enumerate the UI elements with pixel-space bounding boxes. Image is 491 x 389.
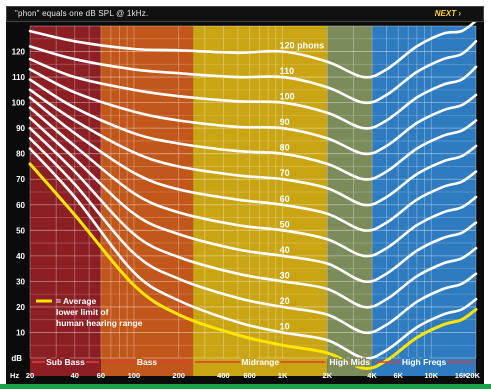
y-tick-label: 40 <box>16 252 25 261</box>
x-tick-label: 100 <box>128 371 141 380</box>
x-tick-label: 16K <box>455 371 469 380</box>
curve-label-110: 110 <box>280 66 295 76</box>
curve-label-30: 30 <box>280 270 290 280</box>
band-high-freqs <box>372 26 476 376</box>
legend-text: lower limit of <box>56 307 109 317</box>
y-tick-label: 90 <box>16 124 25 133</box>
y-tick-label: 110 <box>12 73 25 82</box>
y-tick-label: 70 <box>16 175 25 184</box>
y-axis-unit: dB <box>11 354 22 363</box>
y-tick-label: 20 <box>16 303 25 312</box>
curve-label-40: 40 <box>280 245 290 255</box>
y-tick-label: 30 <box>16 277 25 286</box>
curve-70-phons <box>28 88 478 207</box>
legend-text: = Average <box>56 296 97 306</box>
x-tick-label: 4K <box>367 371 377 380</box>
curve-label-60: 60 <box>280 194 290 204</box>
x-tick-label: 60 <box>97 371 105 380</box>
y-tick-label: 120 <box>12 48 26 57</box>
curve-label-80: 80 <box>280 143 290 153</box>
y-tick-label: 100 <box>12 99 26 108</box>
curve-100-phons <box>28 57 478 130</box>
x-tick-label: 20 <box>26 371 34 380</box>
x-tick-label: 10K <box>424 371 438 380</box>
curve-20-phons <box>28 137 478 335</box>
y-axis-labels: 10 20 30 40 50 60 70 80 90 100 110 120 dB <box>11 48 25 363</box>
phon-definition-caption: "phon" equals one dB SPL @ 1kHz. <box>15 9 149 18</box>
band-label-high-mids: High Mids <box>329 357 370 367</box>
curve-90-phons <box>28 68 478 156</box>
legend-text: human hearing range <box>56 318 143 328</box>
curve-60-phons <box>28 96 478 232</box>
curve-110-phons <box>28 40 478 105</box>
curve-120-phons <box>28 19 478 79</box>
x-tick-label: 2K <box>323 371 333 380</box>
y-tick-label: 60 <box>16 201 25 210</box>
bottom-accent-line <box>0 384 491 389</box>
curve-80-phons <box>28 78 478 181</box>
curve-label-10: 10 <box>280 321 290 331</box>
x-tick-label: 200 <box>172 371 185 380</box>
curve-label-120: 120 phons <box>280 41 325 51</box>
band-label-sub-bass: Sub Bass <box>46 357 85 367</box>
y-tick-label: 10 <box>16 328 25 337</box>
x-tick-label: 6K <box>393 371 403 380</box>
chart-area: 10 20 30 40 50 60 70 80 90 100 110 120 dB 120 phons 1… <box>6 19 484 384</box>
top-bar: "phon" equals one dB SPL @ 1kHz. NEXT › <box>6 6 484 22</box>
x-axis-unit: Hz <box>10 371 19 380</box>
curve-40-phons <box>28 116 478 284</box>
curve-30-phons <box>28 126 478 309</box>
band-label-high-freqs: High Freqs <box>402 357 447 367</box>
x-tick-label: 400 <box>217 371 230 380</box>
hearing-threshold-curve <box>28 162 478 370</box>
curve-10-phons <box>28 147 478 360</box>
curve-label-100: 100 <box>280 92 295 102</box>
curve-label-50: 50 <box>280 219 290 229</box>
band-label-midrange: Midrange <box>241 357 279 367</box>
x-tick-label: 600 <box>243 371 256 380</box>
threshold-curve <box>28 162 478 370</box>
y-tick-label: 50 <box>16 226 25 235</box>
x-tick-label: 1K <box>278 371 288 380</box>
band-labels: Sub Bass Bass Midrange High Mids High Freqs <box>32 356 474 369</box>
x-tick-label: 20K <box>466 371 480 380</box>
band-label-bass: Bass <box>137 357 158 367</box>
curve-label-20: 20 <box>280 296 290 306</box>
curve-50-phons <box>28 106 478 258</box>
curve-label-70: 70 <box>280 168 290 178</box>
next-button[interactable]: NEXT › <box>434 9 461 18</box>
curve-labels: 120 phons 110 100 90 80 70 60 50 40 30 20 10 <box>280 41 325 332</box>
equal-loudness-curves <box>28 19 478 360</box>
y-tick-label: 80 <box>16 150 25 159</box>
curve-label-90: 90 <box>280 117 290 127</box>
x-tick-label: 40 <box>71 371 79 380</box>
